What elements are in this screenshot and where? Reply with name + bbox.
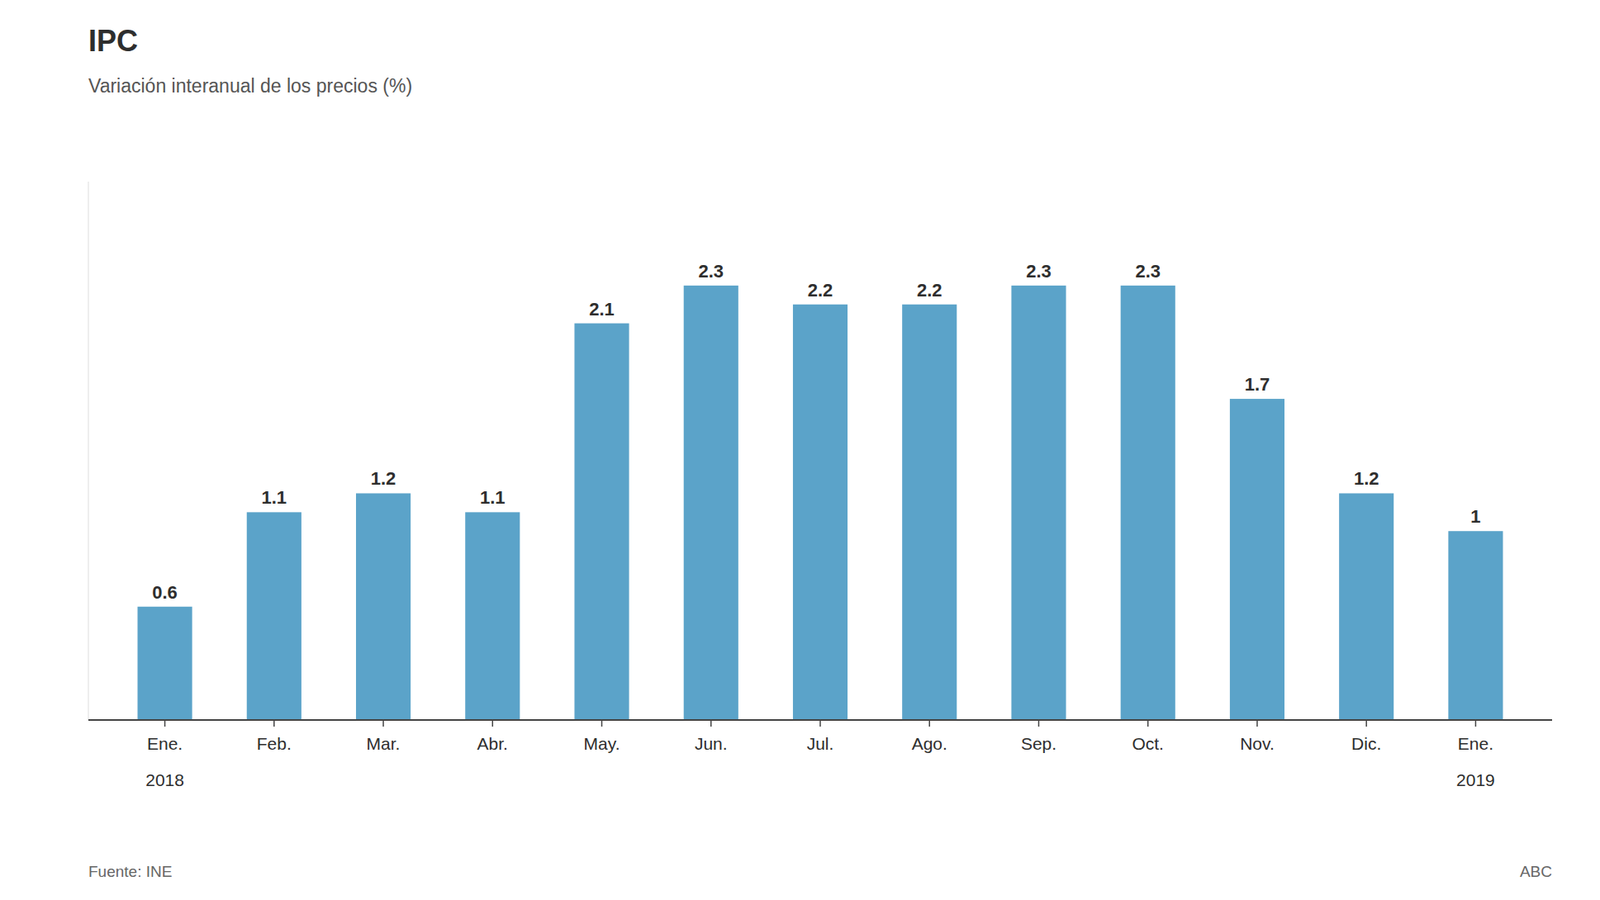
credit: ABC (1519, 863, 1553, 881)
x-tick (1038, 720, 1040, 727)
x-tick (819, 720, 822, 727)
chart-svg: IPC Variación interanual de los precios (… (0, 0, 1600, 900)
bar (137, 607, 193, 721)
x-tick (710, 720, 713, 727)
bar (465, 512, 520, 721)
x-tick-label: Feb. (256, 734, 292, 754)
x-tick (1475, 720, 1477, 727)
x-tick (1147, 720, 1149, 727)
x-tick-label: Sep. (1020, 734, 1057, 754)
bar (356, 493, 411, 721)
data-label: 2.2 (916, 280, 943, 301)
data-label: 1.7 (1244, 374, 1271, 395)
x-tick-label: Nov. (1239, 734, 1275, 754)
x-tick-label: Jun. (694, 734, 728, 754)
data-label: 2.3 (1025, 261, 1052, 282)
x-tick-label: Ene. (147, 734, 183, 754)
bar (1229, 398, 1285, 721)
x-tick (928, 720, 931, 727)
bar (1011, 285, 1066, 721)
x-tick-label: Jul. (807, 734, 835, 754)
year-label: 2018 (145, 770, 185, 790)
title: IPC (88, 23, 138, 58)
data-label: 0.6 (151, 582, 178, 603)
x-tick-label: Dic. (1351, 734, 1382, 754)
x-tick (601, 720, 603, 727)
data-label: 2.3 (697, 261, 724, 282)
background (0, 0, 1600, 900)
y-range-line (88, 181, 90, 721)
data-label: 1.2 (370, 468, 397, 490)
x-tick-label: May. (583, 734, 621, 754)
data-label: 2.3 (1134, 261, 1161, 282)
bar (902, 304, 957, 721)
bar (792, 304, 848, 721)
x-tick-label: Ene. (1457, 734, 1494, 754)
bars (137, 285, 1504, 721)
x-tick (273, 720, 276, 727)
data-label: 1.1 (261, 487, 288, 509)
x-tick (382, 720, 385, 727)
data-label: 2.2 (807, 280, 834, 301)
chart-container: IPC Variación interanual de los precios (… (0, 0, 1600, 900)
data-label: 1 (1470, 506, 1481, 528)
page: {"chart_data": {"type": "bar", "title": … (0, 0, 1600, 900)
bar (574, 323, 629, 721)
x-tick-label: Oct. (1131, 734, 1164, 754)
bar (246, 512, 302, 721)
bar (683, 285, 739, 721)
bar (1120, 285, 1176, 721)
x-tick (1256, 720, 1259, 727)
source: Fuente: INE (88, 863, 172, 881)
data-label: 1.1 (479, 487, 506, 509)
subtitle: Variación interanual de los precios (%) (88, 75, 413, 97)
x-tick (492, 720, 494, 727)
bar (1338, 493, 1394, 721)
x-tick (164, 720, 167, 727)
bar (1448, 531, 1503, 721)
x-tick-label: Abr. (477, 734, 509, 754)
data-label: 1.2 (1353, 468, 1380, 490)
x-tick-label: Ago. (911, 734, 948, 754)
x-tick (1365, 720, 1368, 727)
x-tick-label: Mar. (366, 734, 401, 754)
year-label: 2019 (1456, 770, 1496, 790)
data-label: 2.1 (588, 299, 615, 320)
